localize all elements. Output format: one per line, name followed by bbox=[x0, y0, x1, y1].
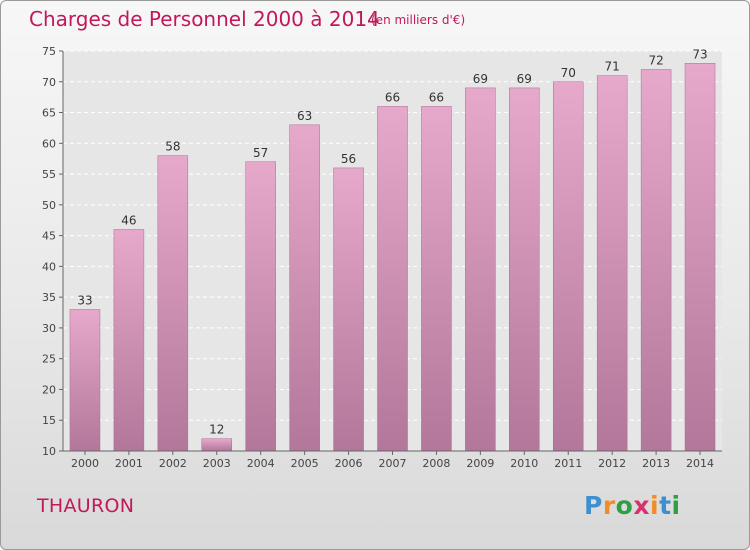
logo-letter: i bbox=[671, 491, 681, 520]
x-tick-label-2006: 2006 bbox=[335, 457, 363, 470]
x-tick-label-2005: 2005 bbox=[291, 457, 319, 470]
bar-2011 bbox=[552, 81, 584, 452]
bar-2014 bbox=[684, 63, 716, 452]
y-tick-label: 10 bbox=[42, 445, 56, 458]
x-tick-label-2010: 2010 bbox=[510, 457, 538, 470]
y-tick-label: 15 bbox=[42, 414, 56, 427]
value-label-2004: 57 bbox=[253, 146, 268, 160]
value-label-2000: 33 bbox=[77, 293, 92, 307]
y-tick-label: 45 bbox=[42, 230, 56, 243]
bar-2009 bbox=[465, 87, 496, 452]
value-label-2013: 72 bbox=[648, 53, 663, 67]
value-label-2014: 73 bbox=[692, 47, 707, 61]
y-tick-label: 35 bbox=[42, 291, 56, 304]
bar-2005 bbox=[289, 124, 320, 452]
value-label-2007: 66 bbox=[385, 90, 400, 104]
y-tick-label: 75 bbox=[42, 45, 56, 58]
y-tick-label: 50 bbox=[42, 199, 56, 212]
y-tick-label: 70 bbox=[42, 76, 56, 89]
bar-2010 bbox=[509, 87, 540, 452]
x-tick-label-2002: 2002 bbox=[159, 457, 187, 470]
bar-2013 bbox=[640, 69, 672, 452]
bar-2003 bbox=[201, 438, 233, 452]
y-tick-label: 25 bbox=[42, 353, 56, 366]
x-tick-label-2008: 2008 bbox=[422, 457, 450, 470]
y-tick-label: 65 bbox=[42, 107, 56, 120]
value-label-2005: 63 bbox=[297, 109, 312, 123]
commune-name: THAURON bbox=[37, 495, 135, 517]
y-tick-label: 20 bbox=[42, 383, 56, 396]
logo-letter: x bbox=[633, 491, 650, 520]
x-tick-label-2012: 2012 bbox=[598, 457, 626, 470]
value-label-2001: 46 bbox=[121, 213, 136, 227]
y-tick-label: 60 bbox=[42, 137, 56, 150]
logo-letter: t bbox=[659, 491, 672, 520]
value-label-2008: 66 bbox=[429, 90, 444, 104]
value-label-2002: 58 bbox=[165, 140, 180, 154]
value-label-2011: 70 bbox=[561, 66, 576, 80]
bar-2006 bbox=[333, 167, 364, 452]
x-tick-label-2004: 2004 bbox=[247, 457, 275, 470]
value-label-2010: 69 bbox=[517, 72, 532, 86]
proxiti-logo: Proxiti bbox=[584, 491, 681, 520]
x-tick-label-2001: 2001 bbox=[115, 457, 143, 470]
y-tick-label: 40 bbox=[42, 260, 56, 273]
y-tick-label: 55 bbox=[42, 168, 56, 181]
logo-letter: r bbox=[602, 491, 616, 520]
bar-2012 bbox=[596, 75, 628, 452]
x-tick-label-2013: 2013 bbox=[642, 457, 670, 470]
bar-2002 bbox=[157, 155, 189, 452]
bar-2007 bbox=[377, 106, 408, 452]
logo-letter: P bbox=[584, 491, 603, 520]
logo-letter: o bbox=[615, 491, 634, 520]
value-label-2003: 12 bbox=[209, 423, 224, 437]
chart-subtitle: (en milliers d'€) bbox=[371, 13, 466, 27]
value-label-2006: 56 bbox=[341, 152, 356, 166]
x-tick-label-2000: 2000 bbox=[71, 457, 99, 470]
chart-title: Charges de Personnel 2000 à 2014 bbox=[29, 7, 380, 31]
x-tick-label-2011: 2011 bbox=[554, 457, 582, 470]
bar-2000 bbox=[69, 309, 101, 452]
x-tick-label-2009: 2009 bbox=[466, 457, 494, 470]
bar-2004 bbox=[245, 161, 276, 452]
value-label-2012: 71 bbox=[605, 60, 620, 74]
x-tick-label-2003: 2003 bbox=[203, 457, 231, 470]
bar-2008 bbox=[421, 106, 452, 452]
x-tick-label-2007: 2007 bbox=[379, 457, 407, 470]
bar-2001 bbox=[113, 229, 145, 452]
logo-letter: i bbox=[650, 491, 660, 520]
value-label-2009: 69 bbox=[473, 72, 488, 86]
y-tick-label: 30 bbox=[42, 322, 56, 335]
x-tick-label-2014: 2014 bbox=[686, 457, 714, 470]
